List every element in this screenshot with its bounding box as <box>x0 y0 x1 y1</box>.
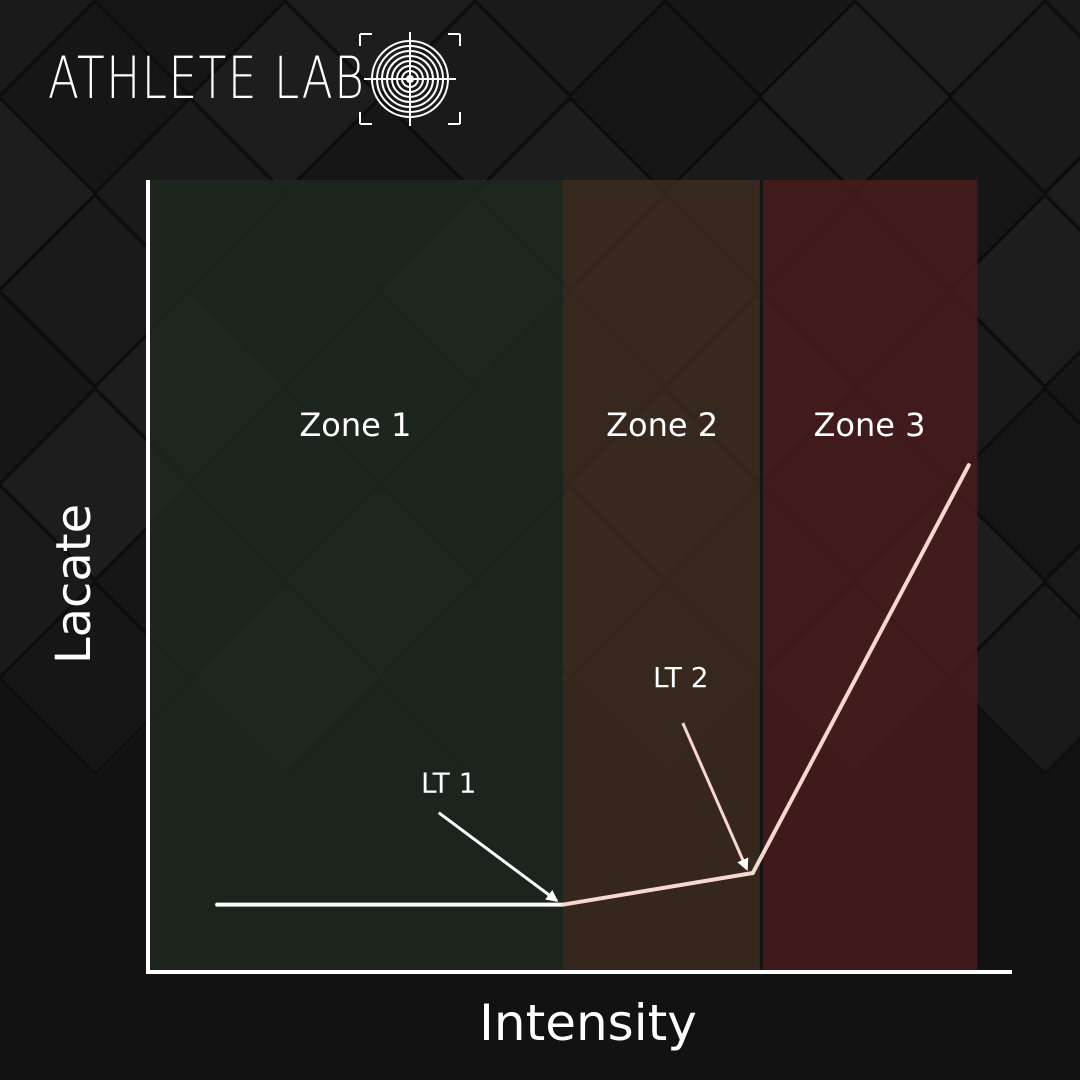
lactate-curve-segment-2 <box>560 871 755 907</box>
zone-band-1 <box>148 180 563 972</box>
brand-name: ATHLETE LAB <box>48 44 366 112</box>
zone-label-3: Zone 3 <box>813 406 925 444</box>
target-crosshair-icon <box>359 32 461 126</box>
zone-label-2: Zone 2 <box>606 406 718 444</box>
annotation-label-2: LT 2 <box>653 661 709 694</box>
y-axis-label: Lacate <box>46 504 102 664</box>
x-axis-label: Intensity <box>479 994 697 1052</box>
series-layer <box>215 463 971 907</box>
axes <box>146 180 1012 974</box>
annotations-layer: LT 1 LT 2 <box>421 661 749 902</box>
annotation-label-1: LT 1 <box>421 767 477 800</box>
annotation-arrow-1 <box>437 811 559 902</box>
annotation-arrow-2 <box>681 722 749 871</box>
brand-logo: ATHLETE LAB <box>48 28 461 128</box>
zone-band-3 <box>761 180 978 972</box>
zone-band-2 <box>562 180 762 972</box>
lactate-curve-segment-3 <box>750 463 971 875</box>
zones-layer: Zone 1 Zone 2 Zone 3 <box>148 180 978 972</box>
zone-label-1: Zone 1 <box>299 406 411 444</box>
